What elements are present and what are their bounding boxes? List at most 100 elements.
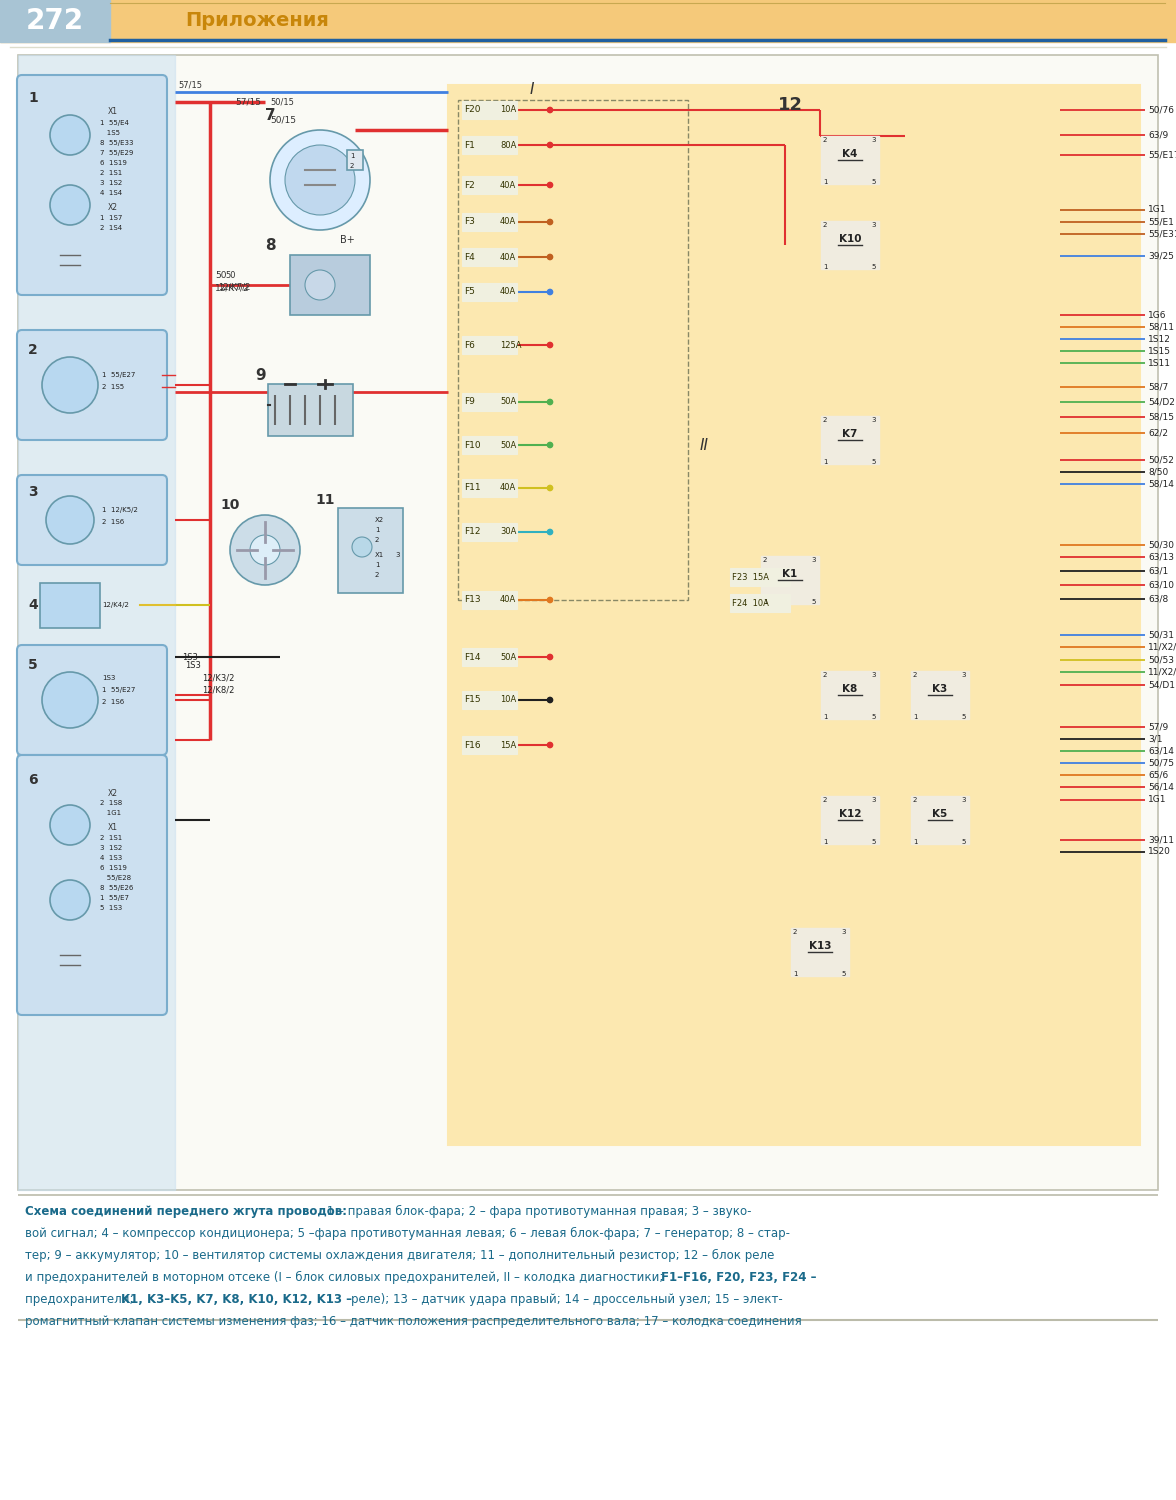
FancyBboxPatch shape	[16, 330, 167, 440]
Text: 15A: 15A	[500, 741, 516, 750]
Text: 50A: 50A	[500, 441, 516, 450]
Text: 40A: 40A	[500, 217, 516, 226]
Text: 1G1: 1G1	[1148, 206, 1167, 214]
Text: 50/15: 50/15	[270, 98, 294, 106]
Text: 50A: 50A	[500, 652, 516, 662]
FancyBboxPatch shape	[16, 645, 167, 754]
Text: 2  1S6: 2 1S6	[102, 519, 125, 525]
Bar	[462, 692, 517, 709]
Bar	[457, 100, 688, 600]
Text: 11: 11	[315, 494, 334, 507]
Text: 1 – правая блок-фара; 2 – фара противотуманная правая; 3 – звуко-: 1 – правая блок-фара; 2 – фара противоту…	[323, 1204, 751, 1218]
Text: 1: 1	[823, 178, 828, 184]
Text: K7: K7	[842, 429, 857, 439]
Text: X2: X2	[108, 789, 118, 798]
Text: 55/E1: 55/E1	[1148, 217, 1174, 226]
Text: 5: 5	[961, 839, 965, 844]
Text: 12/K4/2: 12/K4/2	[102, 602, 129, 608]
Circle shape	[548, 742, 553, 747]
Text: 39/25: 39/25	[1148, 252, 1174, 261]
Text: 1: 1	[913, 839, 917, 844]
Text: 55/E17: 55/E17	[1148, 150, 1176, 159]
Text: 55/E28: 55/E28	[100, 874, 132, 880]
Text: 3: 3	[871, 417, 875, 423]
Text: 58/7: 58/7	[1148, 382, 1168, 392]
Bar	[462, 336, 517, 354]
Bar	[462, 248, 517, 266]
Circle shape	[548, 597, 553, 603]
Text: 2: 2	[763, 556, 768, 562]
Text: F10: F10	[465, 441, 481, 450]
Text: 5: 5	[871, 178, 875, 184]
Circle shape	[548, 290, 553, 294]
Text: 2  1S1: 2 1S1	[100, 836, 122, 842]
Text: 50A: 50A	[500, 398, 516, 406]
Text: K5: K5	[933, 808, 948, 819]
Text: 9: 9	[255, 368, 266, 382]
Text: 57/15: 57/15	[235, 98, 261, 106]
Text: 1G1: 1G1	[100, 810, 121, 816]
Text: 1  55/E27: 1 55/E27	[102, 687, 135, 693]
Text: 2: 2	[793, 928, 797, 934]
Text: K1: K1	[782, 568, 797, 579]
Bar	[0, 0, 111, 42]
Text: 57/9: 57/9	[1148, 723, 1168, 732]
Text: 5: 5	[871, 839, 875, 844]
Text: 2  1S6: 2 1S6	[102, 699, 125, 705]
Bar	[462, 393, 517, 411]
Circle shape	[548, 255, 553, 260]
Text: 5: 5	[961, 714, 965, 720]
Text: 1  55/E27: 1 55/E27	[102, 372, 135, 378]
Text: 2: 2	[375, 572, 380, 578]
Text: 1: 1	[823, 839, 828, 844]
Text: F6: F6	[465, 340, 475, 350]
Circle shape	[548, 654, 553, 660]
Text: 50: 50	[215, 272, 227, 280]
Text: 2: 2	[913, 796, 917, 802]
Text: Приложения: Приложения	[185, 12, 329, 30]
Text: 3: 3	[871, 136, 875, 142]
Text: ромагнитный клапан системы изменения фаз; 16 – датчик положения распределительно: ромагнитный клапан системы изменения фаз…	[25, 1316, 802, 1328]
Circle shape	[548, 219, 553, 225]
Bar	[911, 670, 969, 718]
Text: 8/50: 8/50	[1148, 468, 1168, 477]
Text: 7  55/E29: 7 55/E29	[100, 150, 133, 156]
Text: 1: 1	[375, 526, 380, 532]
Text: 3  1S2: 3 1S2	[100, 180, 122, 186]
Bar	[448, 86, 1140, 1144]
Text: 40A: 40A	[500, 252, 516, 261]
Text: X2: X2	[375, 518, 385, 524]
Bar	[761, 556, 818, 604]
Text: 1S20: 1S20	[1148, 847, 1171, 856]
Text: 58/15: 58/15	[1148, 413, 1174, 422]
Text: 63/10: 63/10	[1148, 580, 1174, 590]
Bar	[40, 582, 100, 627]
Text: 1S3: 1S3	[182, 652, 198, 662]
Circle shape	[270, 130, 370, 230]
Text: 50/52: 50/52	[1148, 456, 1174, 465]
Text: F2: F2	[465, 180, 475, 189]
Text: F3: F3	[465, 217, 475, 226]
Circle shape	[51, 806, 91, 844]
Circle shape	[250, 536, 280, 566]
Text: 11/X2/2: 11/X2/2	[1148, 642, 1176, 651]
Text: 6  1S19: 6 1S19	[100, 865, 127, 871]
Text: 40A: 40A	[500, 596, 516, 604]
Text: 1: 1	[913, 714, 917, 720]
Circle shape	[548, 486, 553, 490]
Bar	[462, 136, 517, 154]
Text: 1: 1	[28, 92, 38, 105]
Text: 63/8: 63/8	[1148, 594, 1168, 603]
Text: 3/1: 3/1	[1148, 735, 1163, 744]
Text: 1G6: 1G6	[1148, 310, 1167, 320]
Text: 40A: 40A	[500, 288, 516, 297]
Bar	[462, 478, 517, 496]
Text: K12: K12	[838, 808, 861, 819]
Text: 8  55/E26: 8 55/E26	[100, 885, 133, 891]
Text: 7: 7	[265, 108, 275, 123]
Text: и предохранителей в моторном отсеке (I – блок силовых предохранителей, II – коло: и предохранителей в моторном отсеке (I –…	[25, 1270, 667, 1284]
Text: 56/14: 56/14	[1148, 783, 1174, 792]
Text: 1  55/E4: 1 55/E4	[100, 120, 129, 126]
Bar	[267, 384, 353, 436]
Circle shape	[230, 514, 300, 585]
